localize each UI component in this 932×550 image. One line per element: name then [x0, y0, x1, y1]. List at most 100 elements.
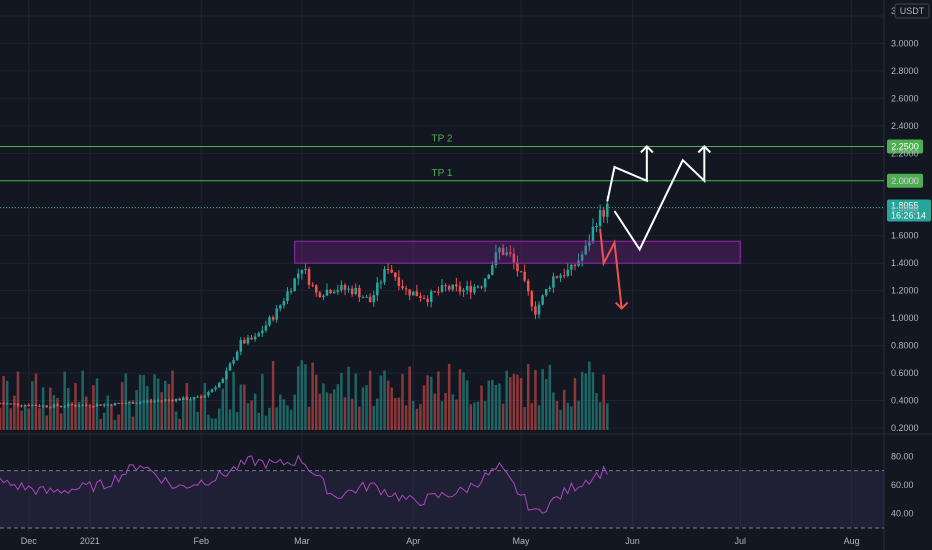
candle	[383, 269, 386, 283]
candle	[210, 389, 214, 393]
candle	[433, 291, 437, 293]
candle	[70, 404, 74, 406]
volume-bar	[311, 362, 314, 430]
volume-bar	[498, 383, 501, 430]
candle	[2, 403, 5, 405]
candle	[444, 285, 447, 287]
volume-bar	[182, 400, 185, 430]
candle	[45, 405, 48, 408]
projection-path-up[interactable]	[606, 146, 648, 202]
candle	[182, 397, 185, 401]
volume-bar	[261, 373, 264, 430]
volume-bar	[429, 376, 433, 430]
tp2-price-badge	[887, 139, 923, 154]
candle	[239, 340, 243, 352]
projection-path-up-2[interactable]	[613, 146, 706, 252]
volume-bar	[63, 371, 66, 430]
candle	[196, 396, 199, 398]
candle	[271, 317, 275, 320]
volume-bar	[67, 387, 70, 430]
price-tick-label: 0.4000	[891, 396, 919, 406]
volume-bar	[264, 415, 268, 430]
candle	[217, 382, 221, 388]
volume-bar	[465, 380, 469, 430]
volume-bar	[462, 372, 465, 430]
price-tick-label: 0.8000	[891, 341, 919, 351]
candle	[462, 290, 465, 292]
volume-bar	[253, 393, 257, 430]
volume-bar	[225, 372, 228, 430]
candle	[307, 268, 311, 285]
candle	[343, 284, 347, 290]
volume-bar	[386, 380, 390, 430]
volume-bar	[516, 374, 519, 430]
candle	[167, 399, 171, 401]
volume-bar	[379, 375, 383, 430]
candle	[537, 304, 541, 315]
volume-bar	[131, 416, 135, 430]
candle	[555, 276, 559, 278]
candle	[149, 400, 153, 402]
currency-badge[interactable]	[894, 3, 930, 19]
volume-bar	[185, 383, 189, 430]
volume-bar	[199, 394, 203, 430]
candle	[573, 264, 577, 266]
volume-bar	[243, 384, 246, 430]
volume-bar	[390, 387, 393, 430]
projection-path-down[interactable]	[599, 228, 623, 309]
candle	[74, 405, 77, 407]
candle	[268, 317, 271, 326]
candle	[164, 399, 167, 401]
volume-bar	[422, 385, 426, 430]
volume-bar	[437, 371, 440, 430]
candle	[67, 404, 70, 407]
candle	[203, 395, 207, 398]
candle	[365, 296, 368, 298]
volume-bar	[555, 401, 559, 430]
price-tick-label: 2.2000	[891, 148, 919, 158]
volume-bar	[120, 382, 124, 430]
candle	[156, 400, 160, 402]
volume-bar	[314, 374, 318, 430]
tp2-label: TP 2	[432, 133, 453, 144]
volume-bar	[451, 394, 455, 430]
candle	[314, 285, 318, 293]
candle	[512, 253, 516, 263]
candle	[246, 337, 250, 344]
volume-bar	[84, 396, 88, 430]
candle	[552, 276, 555, 288]
volume-bar	[160, 392, 163, 430]
volume-bar	[376, 398, 379, 430]
volume-bar	[383, 370, 386, 430]
candle	[498, 247, 501, 253]
candle	[189, 399, 192, 401]
time-tick-label: May	[513, 536, 531, 546]
supply-zone-box[interactable]	[294, 240, 741, 264]
volume-bar	[135, 389, 138, 430]
price-tick-label: 2.0000	[891, 176, 919, 186]
candle	[286, 291, 289, 302]
tp1-price-badge	[887, 173, 923, 188]
candle	[5, 403, 9, 405]
candle	[146, 400, 149, 402]
candle	[336, 290, 340, 292]
candle	[530, 291, 534, 307]
price-tick-label: 0.2000	[891, 423, 919, 433]
volume-bar	[602, 374, 605, 430]
candle	[491, 265, 494, 275]
volume-bar	[394, 398, 397, 430]
volume-bar	[372, 405, 375, 430]
volume-bar	[38, 408, 41, 430]
volume-bar	[397, 397, 401, 430]
volume-bar	[23, 405, 27, 430]
candle	[419, 296, 422, 298]
last-price-badge	[887, 199, 931, 222]
volume-bar	[117, 414, 120, 430]
volume-bar	[9, 408, 13, 430]
candle	[372, 295, 375, 303]
candle	[509, 252, 512, 254]
volume-bar	[415, 408, 419, 430]
volume-bar	[275, 407, 278, 430]
candle	[207, 392, 210, 396]
